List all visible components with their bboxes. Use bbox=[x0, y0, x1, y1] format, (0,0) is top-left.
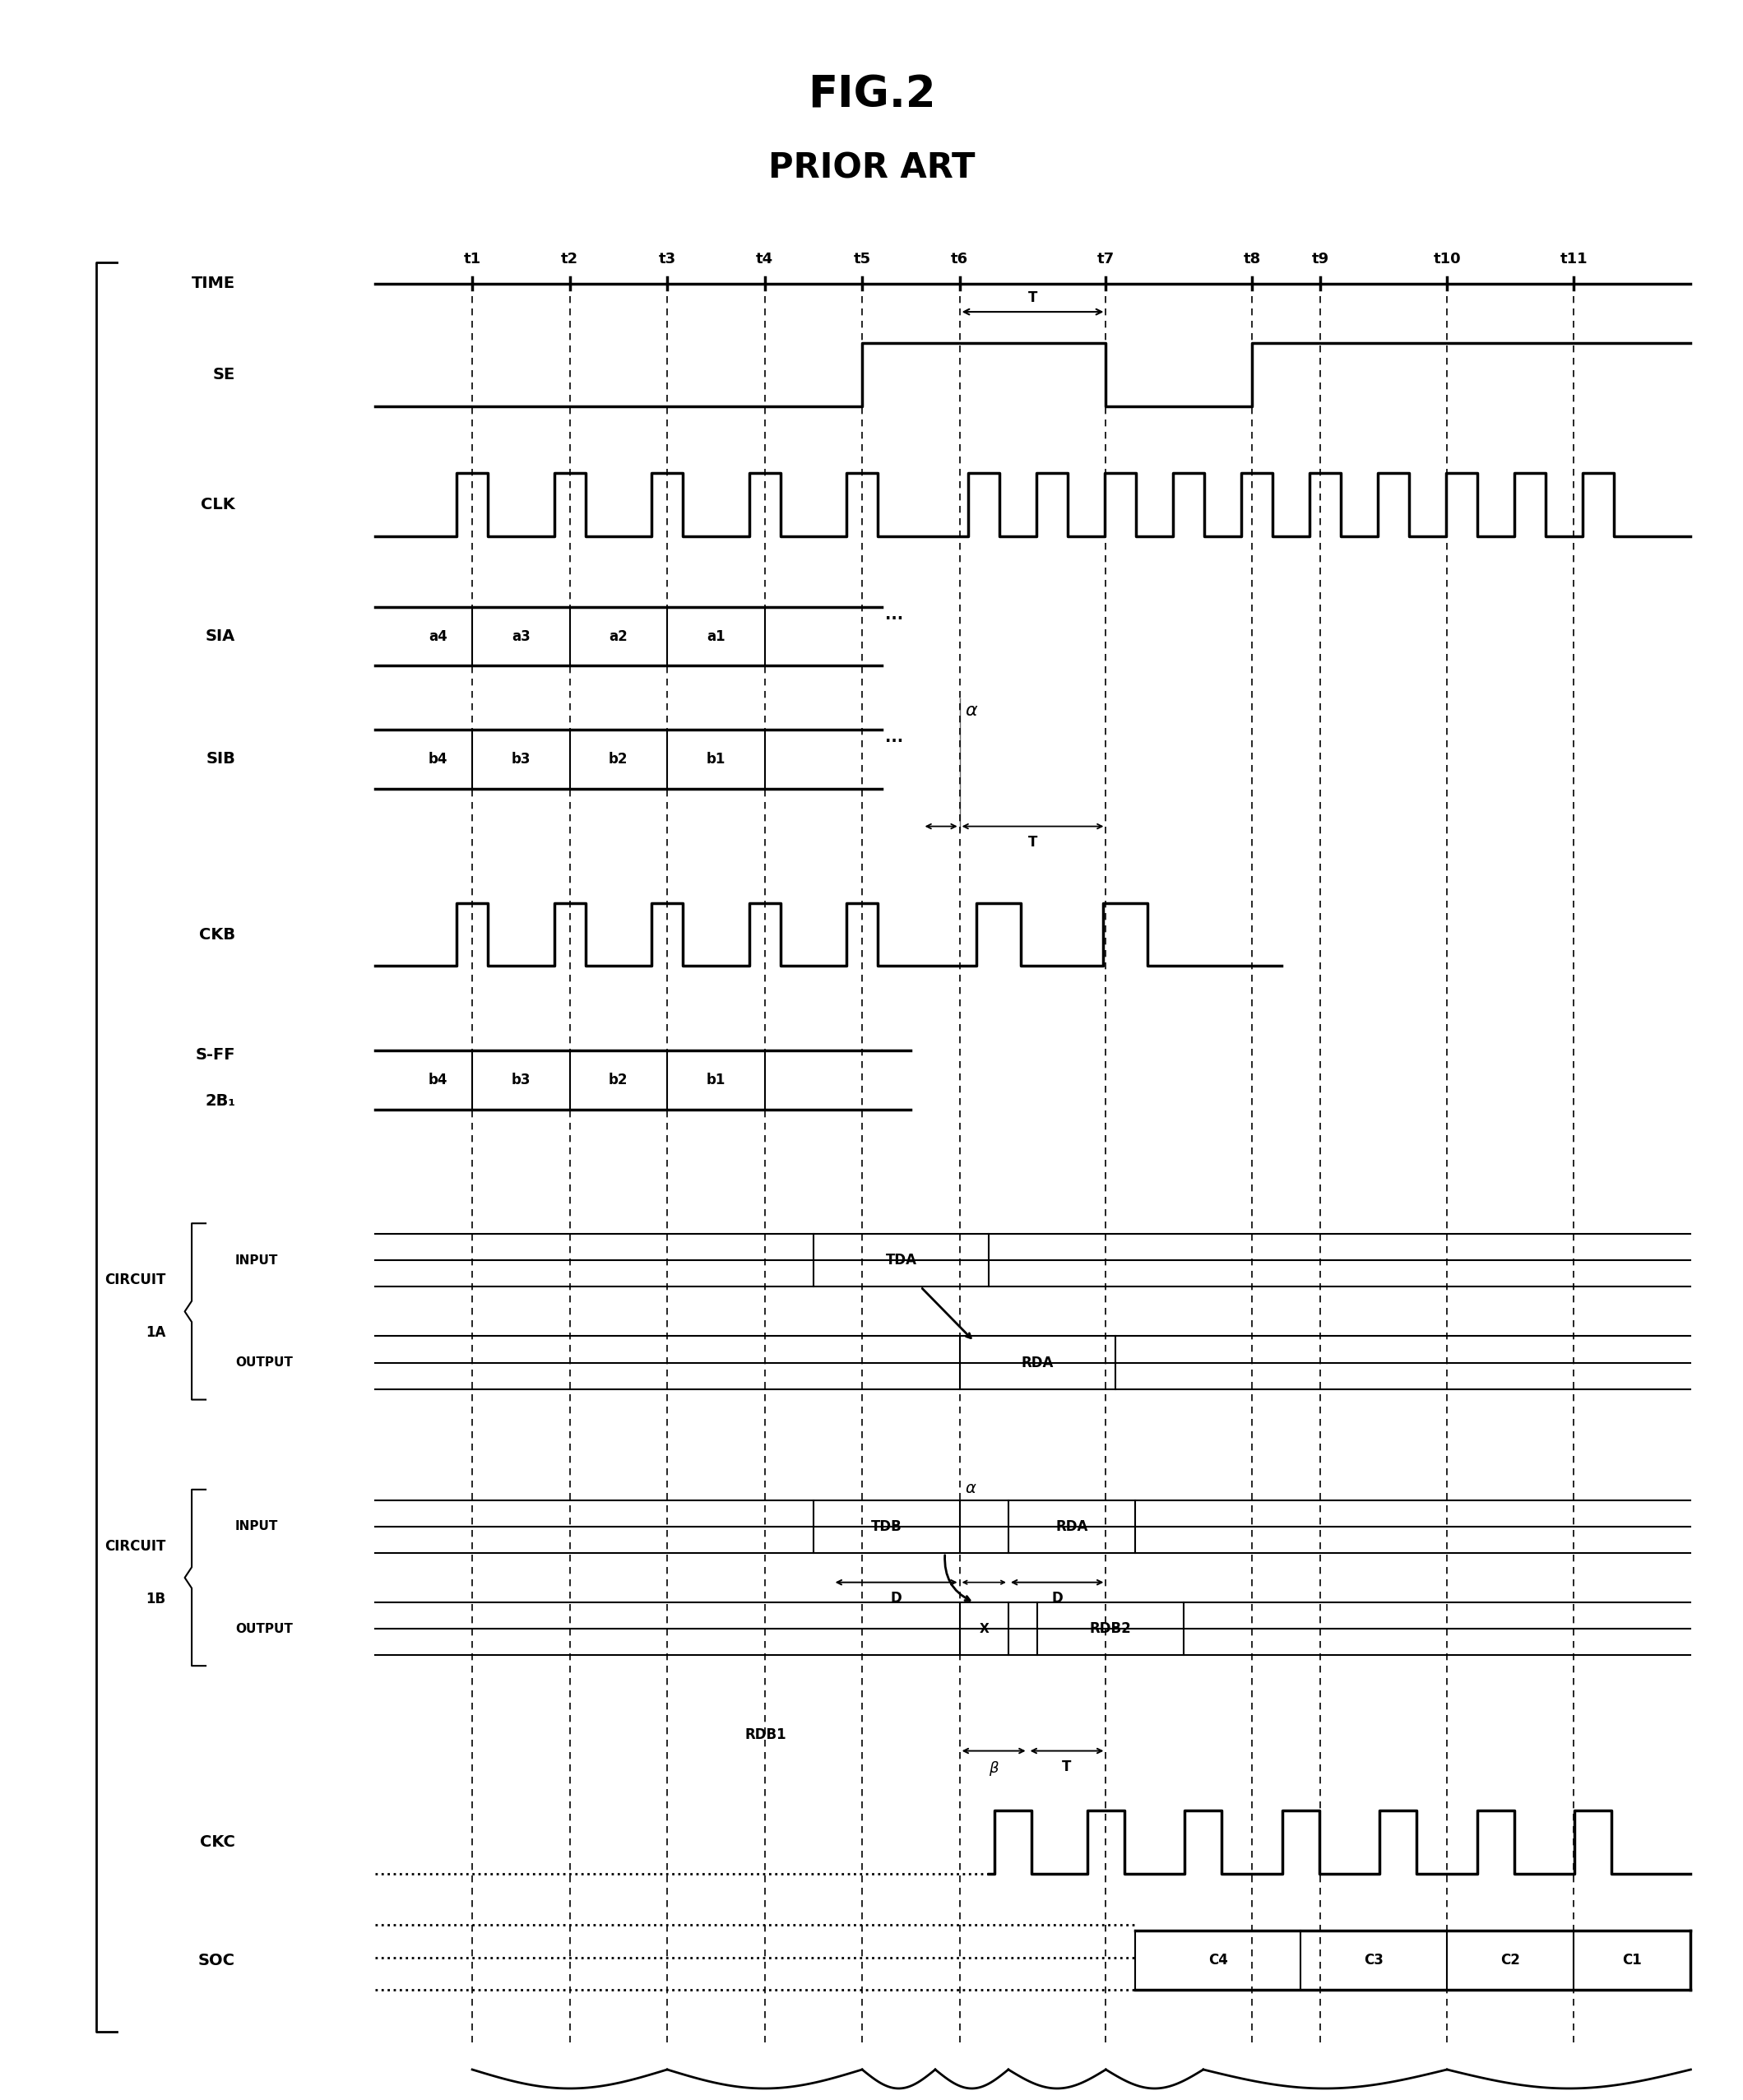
Text: RDB1: RDB1 bbox=[746, 1728, 786, 1743]
Text: SIA: SIA bbox=[206, 628, 235, 645]
Text: OUTPUT: OUTPUT bbox=[235, 1623, 293, 1636]
Text: b3: b3 bbox=[511, 752, 530, 766]
Text: D: D bbox=[1051, 1592, 1063, 1607]
Text: RDA: RDA bbox=[1021, 1354, 1055, 1369]
Text: FIG.2: FIG.2 bbox=[807, 74, 936, 116]
Text: CIRCUIT: CIRCUIT bbox=[105, 1539, 166, 1554]
Text: SOC: SOC bbox=[199, 1953, 235, 1968]
Text: T: T bbox=[1061, 1760, 1072, 1774]
Text: INPUT: INPUT bbox=[235, 1520, 279, 1533]
Text: 1A: 1A bbox=[145, 1325, 166, 1340]
Text: X: X bbox=[980, 1623, 988, 1636]
Text: CKC: CKC bbox=[200, 1835, 235, 1850]
Text: D: D bbox=[891, 1592, 901, 1607]
Text: b1: b1 bbox=[706, 1073, 725, 1088]
Text: SE: SE bbox=[213, 368, 235, 382]
Text: INPUT: INPUT bbox=[235, 1254, 279, 1266]
Text: t9: t9 bbox=[1311, 252, 1328, 267]
Text: RDA: RDA bbox=[1056, 1518, 1088, 1533]
Text: T: T bbox=[1028, 836, 1037, 851]
Text: t3: t3 bbox=[659, 252, 676, 267]
Text: OUTPUT: OUTPUT bbox=[235, 1357, 293, 1369]
Text: t2: t2 bbox=[561, 252, 579, 267]
Text: PRIOR ART: PRIOR ART bbox=[769, 151, 974, 185]
Text: t6: t6 bbox=[952, 252, 969, 267]
Text: CLK: CLK bbox=[200, 498, 235, 512]
Text: T: T bbox=[1028, 290, 1037, 304]
Text: C1: C1 bbox=[1623, 1953, 1642, 1968]
Text: CIRCUIT: CIRCUIT bbox=[105, 1273, 166, 1287]
Text: t7: t7 bbox=[1096, 252, 1114, 267]
Text: ...: ... bbox=[885, 731, 903, 746]
Text: C3: C3 bbox=[1365, 1953, 1384, 1968]
Text: C2: C2 bbox=[1501, 1953, 1520, 1968]
Text: ...: ... bbox=[885, 607, 903, 622]
Text: b1: b1 bbox=[706, 752, 725, 766]
Text: t4: t4 bbox=[756, 252, 774, 267]
Text: t1: t1 bbox=[464, 252, 481, 267]
Text: t10: t10 bbox=[1433, 252, 1461, 267]
Text: b3: b3 bbox=[511, 1073, 530, 1088]
Text: $\alpha$: $\alpha$ bbox=[964, 1480, 976, 1495]
Text: $\alpha$: $\alpha$ bbox=[966, 704, 978, 718]
Text: b2: b2 bbox=[608, 752, 627, 766]
Text: a3: a3 bbox=[512, 628, 530, 645]
Text: b4: b4 bbox=[429, 1073, 448, 1088]
Text: TDB: TDB bbox=[872, 1518, 903, 1533]
Text: SIB: SIB bbox=[206, 752, 235, 766]
Text: $\beta$: $\beta$ bbox=[988, 1760, 999, 1777]
Text: C4: C4 bbox=[1208, 1953, 1227, 1968]
Text: t11: t11 bbox=[1560, 252, 1588, 267]
Text: b4: b4 bbox=[429, 752, 448, 766]
Text: S-FF: S-FF bbox=[195, 1048, 235, 1063]
Text: TDA: TDA bbox=[885, 1254, 917, 1268]
Text: t8: t8 bbox=[1243, 252, 1260, 267]
Text: a4: a4 bbox=[429, 628, 448, 645]
Text: CKB: CKB bbox=[199, 926, 235, 943]
Text: a2: a2 bbox=[608, 628, 627, 645]
Text: t5: t5 bbox=[854, 252, 872, 267]
Text: 2B₁: 2B₁ bbox=[206, 1094, 235, 1109]
Text: TIME: TIME bbox=[192, 275, 235, 292]
Text: b2: b2 bbox=[608, 1073, 627, 1088]
Text: RDB2: RDB2 bbox=[1089, 1621, 1131, 1636]
Text: 1B: 1B bbox=[146, 1592, 166, 1607]
Text: a1: a1 bbox=[706, 628, 725, 645]
